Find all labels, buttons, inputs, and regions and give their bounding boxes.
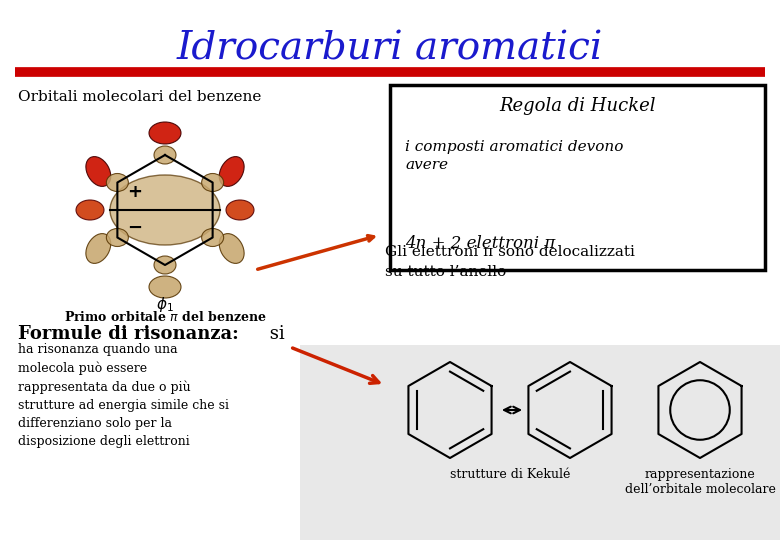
Text: ha risonanza quando una
molecola può essere
rappresentata da due o più
strutture: ha risonanza quando una molecola può ess… xyxy=(18,343,229,448)
Text: i composti aromatici devono
avere: i composti aromatici devono avere xyxy=(405,140,623,172)
Text: Idrocarburi aromatici: Idrocarburi aromatici xyxy=(177,30,603,67)
Ellipse shape xyxy=(106,228,129,246)
Ellipse shape xyxy=(202,228,224,246)
Text: +: + xyxy=(127,183,143,201)
Text: 4n + 2 elettroni π: 4n + 2 elettroni π xyxy=(405,235,555,252)
Ellipse shape xyxy=(226,200,254,220)
Text: si: si xyxy=(264,325,285,343)
Text: $\phi_1$: $\phi_1$ xyxy=(156,295,174,314)
Ellipse shape xyxy=(149,122,181,144)
Ellipse shape xyxy=(106,173,129,192)
Text: Formule di risonanza:: Formule di risonanza: xyxy=(18,325,239,343)
Ellipse shape xyxy=(219,157,244,186)
Ellipse shape xyxy=(149,276,181,298)
Ellipse shape xyxy=(219,234,244,264)
Ellipse shape xyxy=(76,200,104,220)
Text: −: − xyxy=(127,219,143,237)
Bar xyxy=(300,345,780,540)
Ellipse shape xyxy=(154,256,176,274)
Text: strutture di Kekulé: strutture di Kekulé xyxy=(450,468,570,481)
Text: Orbitali molecolari del benzene: Orbitali molecolari del benzene xyxy=(18,90,261,104)
Text: Regola di Huckel: Regola di Huckel xyxy=(499,97,656,115)
Ellipse shape xyxy=(110,175,220,245)
Ellipse shape xyxy=(86,157,111,186)
Ellipse shape xyxy=(154,146,176,164)
Text: Primo orbitale $\pi$ del benzene: Primo orbitale $\pi$ del benzene xyxy=(63,310,267,324)
Text: rappresentazione
dell’orbitale molecolare: rappresentazione dell’orbitale molecolar… xyxy=(625,468,775,496)
Bar xyxy=(390,85,765,270)
Ellipse shape xyxy=(86,234,111,264)
Ellipse shape xyxy=(202,173,224,192)
Text: Gli elettroni π sono delocalizzati
su tutto l’anello: Gli elettroni π sono delocalizzati su tu… xyxy=(385,245,635,279)
